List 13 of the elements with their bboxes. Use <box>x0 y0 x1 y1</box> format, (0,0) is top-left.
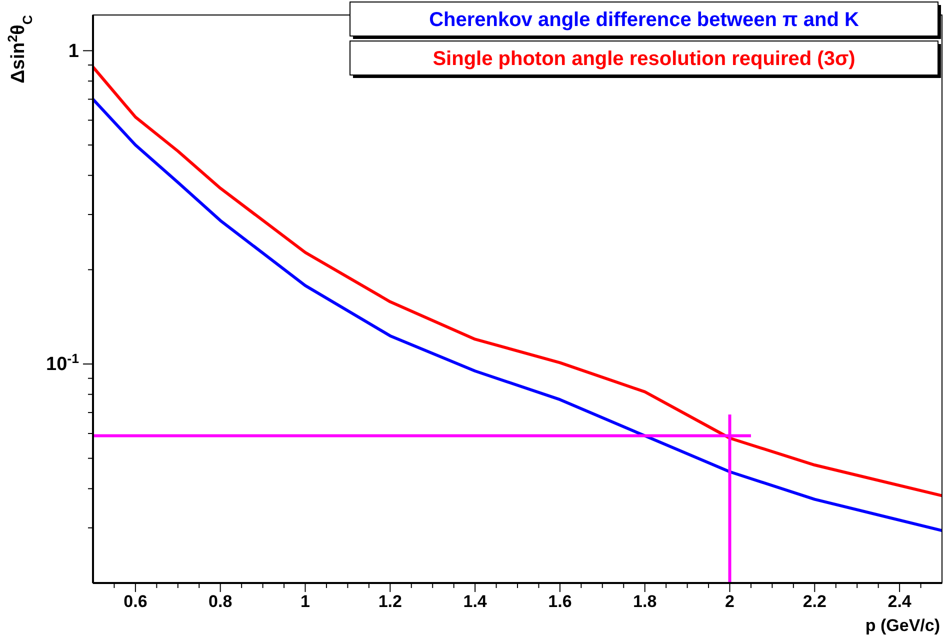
x-tick-label: 2.2 <box>802 592 826 612</box>
x-axis-title: p (GeV/c) <box>865 616 940 635</box>
x-tick-label: 1.8 <box>633 592 657 612</box>
x-tick-label: 0.8 <box>208 592 232 612</box>
x-tick-label: 2.4 <box>888 592 912 612</box>
x-tick-label: 1.4 <box>463 592 488 612</box>
x-tick-label: 0.6 <box>124 592 148 612</box>
x-tick-label: 1 <box>300 592 310 612</box>
x-tick-label: 1.2 <box>378 592 402 612</box>
y-tick-label: 10$^{-1}$ <box>46 350 80 376</box>
legend: Cherenkov angle difference between π and K Single photon angle resolution required (3σ) <box>350 2 941 78</box>
x-tick-label: 1.6 <box>548 592 572 612</box>
x-tick-label: 2 <box>725 592 734 612</box>
